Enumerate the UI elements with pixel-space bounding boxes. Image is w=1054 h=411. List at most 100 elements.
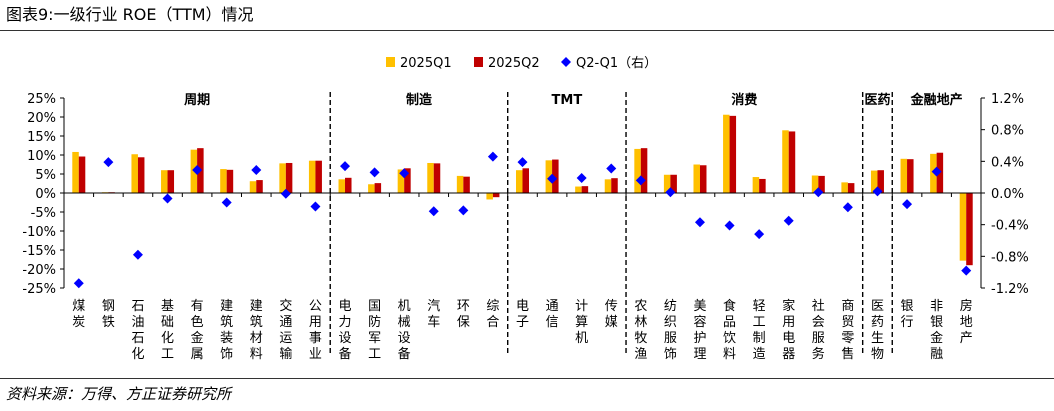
- source-rule: [0, 378, 1054, 379]
- diff-marker: [635, 175, 646, 186]
- bar-q2: [492, 193, 500, 198]
- category-label: 电子: [516, 299, 529, 330]
- diff-marker: [251, 165, 262, 176]
- category-label: 医药生物: [871, 299, 884, 362]
- bar-q2: [699, 165, 707, 193]
- left-axis-tick-label: 20%: [27, 111, 56, 126]
- bar-q1: [900, 158, 908, 193]
- left-axis-tick-label: -25%: [22, 282, 56, 297]
- bar-q1: [782, 130, 789, 193]
- diff-marker: [665, 187, 676, 198]
- bar-q1: [220, 169, 227, 193]
- bar-q1: [693, 164, 700, 193]
- bar-q2: [137, 157, 145, 193]
- bar-q2: [345, 177, 352, 193]
- right-axis-tick-label: 1.2%: [991, 92, 1024, 107]
- category-label: 非银金融: [930, 299, 943, 362]
- bar-q2: [78, 156, 86, 193]
- source-note: 资料来源：万得、方正证券研究所: [6, 385, 232, 403]
- category-label: 机械设备: [398, 299, 411, 362]
- category-label: 综合: [486, 299, 499, 330]
- left-axis-tick-label: -10%: [22, 225, 56, 240]
- bar-q1: [870, 170, 878, 193]
- category-label: 有色金属: [191, 299, 204, 362]
- bar-q2: [374, 183, 382, 193]
- bar-q2: [759, 178, 766, 193]
- diff-marker: [694, 217, 705, 228]
- bar-q2: [640, 148, 648, 193]
- right-axis-tick-label: 0.0%: [991, 187, 1024, 202]
- category-label: 钢铁: [102, 299, 115, 330]
- diff-marker: [458, 205, 469, 216]
- bar-q2: [611, 178, 618, 193]
- category-label: 家用电器: [782, 298, 795, 362]
- diff-marker: [961, 265, 972, 276]
- bar-q2: [847, 183, 855, 193]
- bar-q2: [788, 131, 796, 193]
- category-label: 基础化工: [161, 299, 174, 362]
- bar-q1: [397, 169, 405, 193]
- category-label: 银行: [901, 299, 914, 330]
- diff-marker: [192, 165, 203, 176]
- bar-q1: [427, 162, 434, 193]
- diff-marker: [310, 201, 321, 212]
- category-label: 轻工制造: [753, 299, 766, 362]
- bar-q1: [811, 175, 819, 193]
- diff-marker: [369, 167, 380, 178]
- diff-marker: [842, 202, 853, 213]
- bar-q2: [581, 186, 589, 193]
- bar-q2: [315, 160, 322, 193]
- bar-q2: [522, 168, 529, 193]
- category-label: 公用事业: [309, 299, 322, 362]
- bar-q1: [959, 193, 967, 261]
- right-axis-tick-label: 0.8%: [991, 124, 1024, 139]
- bar-q1: [72, 151, 79, 193]
- bar-q2: [433, 163, 441, 193]
- bar-q2: [404, 168, 411, 193]
- roe-chart: 2025Q1 2025Q2 Q2-Q1（右） 25% 20% 15% 10% 5% 0% -5% -…: [22, 56, 1029, 362]
- bar-q2: [907, 159, 914, 193]
- diff-marker: [132, 249, 143, 260]
- category-label: 房地产: [960, 298, 973, 346]
- category-label: 农林牧渔: [634, 299, 647, 362]
- category-label: 传媒: [605, 299, 618, 330]
- bar-q1: [279, 163, 286, 193]
- right-axis-tick-label: -1.2%: [991, 282, 1029, 297]
- diff-marker: [813, 187, 824, 198]
- category-label: 交通运输: [279, 298, 292, 362]
- category-label: 国防军工: [368, 299, 381, 362]
- legend-swatch-1: [474, 57, 483, 67]
- diff-marker: [931, 166, 942, 177]
- right-axis-tick-label: -0.8%: [991, 250, 1029, 265]
- bar-q1: [545, 160, 553, 193]
- bar-q2: [966, 193, 973, 266]
- bar-q1: [338, 179, 346, 193]
- category-label: 纺织服饰: [664, 299, 677, 362]
- diff-marker: [754, 229, 765, 240]
- bar-q2: [670, 174, 677, 193]
- diff-marker: [221, 197, 232, 208]
- diff-marker: [487, 151, 498, 162]
- bar-q1: [131, 154, 138, 193]
- group-label: 周期: [184, 93, 210, 108]
- diff-marker: [73, 278, 84, 289]
- bar-q1: [368, 184, 375, 193]
- category-label: 环保: [457, 299, 470, 330]
- category-label: 建筑装饰: [220, 299, 233, 362]
- legend-label-1: 2025Q2: [488, 56, 540, 71]
- diff-marker: [576, 172, 587, 183]
- left-axis-tick-label: 10%: [27, 149, 56, 164]
- right-axis-tick-label: -0.4%: [991, 219, 1029, 234]
- category-label: 社会服务: [812, 298, 825, 362]
- legend-label-2: Q2-Q1（右）: [576, 56, 657, 71]
- bar-q1: [161, 170, 168, 193]
- left-axis-tick-label: -15%: [22, 244, 56, 259]
- group-label: 金融地产: [910, 92, 963, 108]
- left-axis-tick-label: 5%: [35, 168, 56, 183]
- bar-q2: [877, 170, 884, 193]
- bar-q2: [818, 175, 825, 193]
- diff-marker: [280, 188, 291, 199]
- title-rule: [0, 30, 1054, 31]
- category-label: 建筑材料: [250, 299, 263, 362]
- figure-title: 图表9:一级行业 ROE（TTM）情况: [6, 5, 254, 24]
